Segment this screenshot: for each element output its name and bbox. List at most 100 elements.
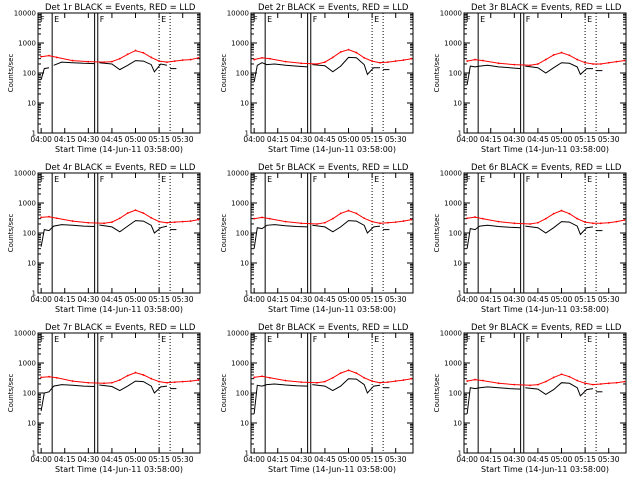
- lld-series-point: [592, 222, 594, 225]
- y-tick-label: 10000: [14, 170, 36, 178]
- lld-series-point: [371, 220, 374, 223]
- lld-series-point: [615, 220, 618, 223]
- marker-label: E: [267, 335, 272, 344]
- lld-series-point: [386, 381, 389, 384]
- x-tick-label: 04:00: [30, 135, 52, 144]
- x-axis-label: Start Time (14-Jun-11 03:58:00): [481, 305, 609, 314]
- events-series-line: [525, 382, 594, 397]
- chart-panel-4: Det 4r BLACK = Events, RED = LLD Start Ti…: [7, 163, 201, 314]
- x-tick-label: 04:15: [54, 455, 76, 464]
- lld-series-point: [402, 220, 405, 222]
- lld-series-point: [173, 60, 176, 62]
- lld-series-point: [552, 54, 555, 56]
- lld-series-point: [552, 212, 555, 215]
- lld-series-point: [513, 222, 516, 225]
- y-tick-label: 10: [453, 260, 462, 268]
- lld-series-point: [386, 61, 389, 64]
- x-tick-label: 04:00: [456, 295, 478, 304]
- y-axis-label: Counts/sec: [7, 374, 15, 413]
- lld-series-point: [126, 212, 129, 215]
- lld-series-point: [584, 221, 587, 224]
- y-axis-label: Counts/sec: [7, 54, 15, 93]
- lld-series-point: [537, 383, 539, 386]
- lld-series-point: [87, 221, 90, 224]
- y-tick-label: 1000: [444, 200, 462, 208]
- chart-panel-8: Det 8r BLACK = Events, RED = LLD Start Ti…: [220, 323, 414, 474]
- lld-series-point: [189, 380, 192, 382]
- lld-series-point: [40, 376, 43, 379]
- lld-series-point: [386, 221, 389, 224]
- x-tick-label: 05:30: [172, 455, 194, 464]
- lld-series-point: [599, 383, 602, 385]
- lld-series-line: [467, 52, 625, 66]
- chart-panel-6: Det 6r BLACK = Events, RED = LLD Start Ti…: [433, 163, 627, 314]
- lld-series-point: [599, 63, 602, 65]
- lld-series-point: [481, 59, 484, 62]
- lld-series-point: [331, 376, 334, 379]
- lld-series-point: [71, 59, 74, 62]
- plot-frame: [37, 332, 201, 454]
- lld-series-point: [410, 218, 413, 221]
- x-tick-label: 04:15: [267, 135, 289, 144]
- lld-series-point: [268, 376, 271, 379]
- lld-series-point: [300, 381, 303, 384]
- x-tick-label: 04:30: [504, 135, 526, 144]
- lld-series-point: [331, 56, 334, 59]
- lld-series-point: [599, 222, 602, 225]
- y-tick-label: 100: [23, 70, 36, 78]
- chart-panel-5: Det 5r BLACK = Events, RED = LLD Start Ti…: [220, 163, 414, 314]
- lld-series-point: [466, 380, 469, 382]
- events-series-line: [525, 221, 594, 236]
- marker-label: E: [587, 15, 592, 24]
- x-tick-label: 05:15: [148, 455, 170, 464]
- lld-series-point: [466, 217, 469, 220]
- x-tick-label: 04:15: [480, 135, 502, 144]
- lld-series-point: [560, 373, 563, 376]
- y-tick-label: 100: [449, 390, 462, 398]
- lld-series-point: [347, 369, 350, 372]
- lld-series-point: [118, 217, 121, 220]
- marker-label: F: [313, 175, 318, 184]
- x-tick-label: 04:45: [101, 455, 123, 464]
- lld-series-point: [513, 63, 516, 66]
- lld-series-point: [111, 381, 113, 384]
- lld-series-point: [355, 372, 358, 375]
- marker-label: E: [267, 175, 272, 184]
- lld-series-point: [379, 222, 381, 225]
- events-series-line: [312, 220, 381, 234]
- lld-series-point: [513, 383, 516, 386]
- x-tick-label: 05:00: [125, 455, 147, 464]
- lld-series-point: [166, 221, 168, 224]
- y-tick-label: 1000: [231, 360, 249, 368]
- events-series-line: [99, 60, 168, 73]
- y-tick-label: 1: [32, 450, 36, 458]
- lld-series-point: [607, 382, 610, 385]
- y-tick-label: 1: [32, 290, 36, 298]
- x-tick-label: 04:15: [54, 135, 76, 144]
- x-tick-label: 05:15: [574, 455, 596, 464]
- lld-series-point: [615, 381, 618, 384]
- chart-title: Det 6r BLACK = Events, RED = LLD: [471, 163, 622, 173]
- marker-label: E: [480, 15, 485, 24]
- lld-series-point: [284, 379, 287, 382]
- y-tick-label: 10: [27, 420, 36, 428]
- x-tick-label: 04:15: [267, 455, 289, 464]
- lld-series-point: [497, 62, 500, 65]
- lld-series-point: [142, 51, 145, 54]
- y-tick-label: 10: [453, 100, 462, 108]
- plot-frame: [37, 172, 201, 294]
- chart-panel-3: Det 3r BLACK = Events, RED = LLD Start Ti…: [433, 3, 627, 154]
- x-tick-label: 04:00: [456, 135, 478, 144]
- marker-label: E: [54, 335, 59, 344]
- lld-series-point: [355, 51, 358, 54]
- y-tick-label: 1000: [18, 40, 36, 48]
- lld-series-point: [576, 379, 579, 382]
- x-tick-label: 05:00: [551, 135, 573, 144]
- x-tick-label: 05:15: [574, 295, 596, 304]
- plot-frame: [37, 12, 201, 134]
- lld-series-point: [118, 57, 121, 60]
- x-tick-label: 04:00: [30, 295, 52, 304]
- lld-series-point: [300, 62, 303, 65]
- marker-label: E: [374, 335, 379, 344]
- lld-series-point: [339, 372, 342, 375]
